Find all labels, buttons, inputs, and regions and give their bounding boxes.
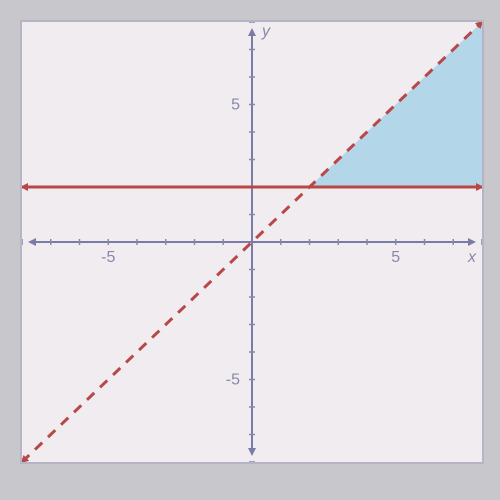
x-axis-label: x [467,249,477,266]
y-axis-label: y [261,23,271,40]
graph-container: -5 5 -5 5 x y [20,20,484,464]
x-tick-label: 5 [391,249,400,266]
y-tick-label: -5 [226,372,240,389]
coordinate-plane: -5 5 -5 5 x y [22,22,482,462]
x-tick-label: -5 [101,249,115,266]
y-tick-label: 5 [231,97,240,114]
